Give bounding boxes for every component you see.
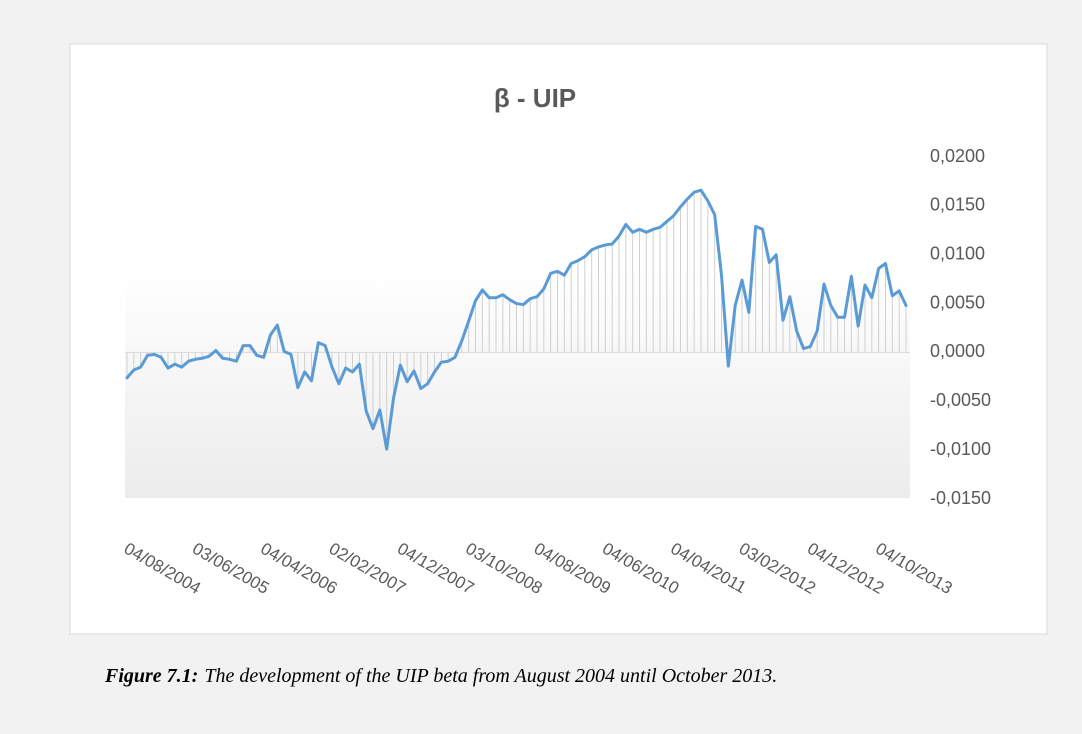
y-tick-label: -0,0050 [930, 390, 991, 410]
y-tick-label: 0,0100 [930, 243, 985, 263]
chart-title: β - UIP [494, 83, 576, 113]
y-tick-label: 0,0200 [930, 146, 985, 166]
y-tick-label: 0,0150 [930, 195, 985, 215]
y-tick-label: 0,0000 [930, 341, 985, 361]
series-line [125, 188, 908, 451]
y-tick-label: -0,0150 [930, 488, 991, 508]
y-tick-label: 0,0050 [930, 292, 985, 312]
caption: Figure 7.1: The development of the UIP be… [104, 665, 777, 687]
caption-text: The development of the UIP beta from Aug… [204, 665, 777, 687]
y-tick-label: -0,0100 [930, 439, 991, 459]
caption-label: Figure 7.1: [104, 665, 198, 687]
plot-area [125, 268, 910, 498]
